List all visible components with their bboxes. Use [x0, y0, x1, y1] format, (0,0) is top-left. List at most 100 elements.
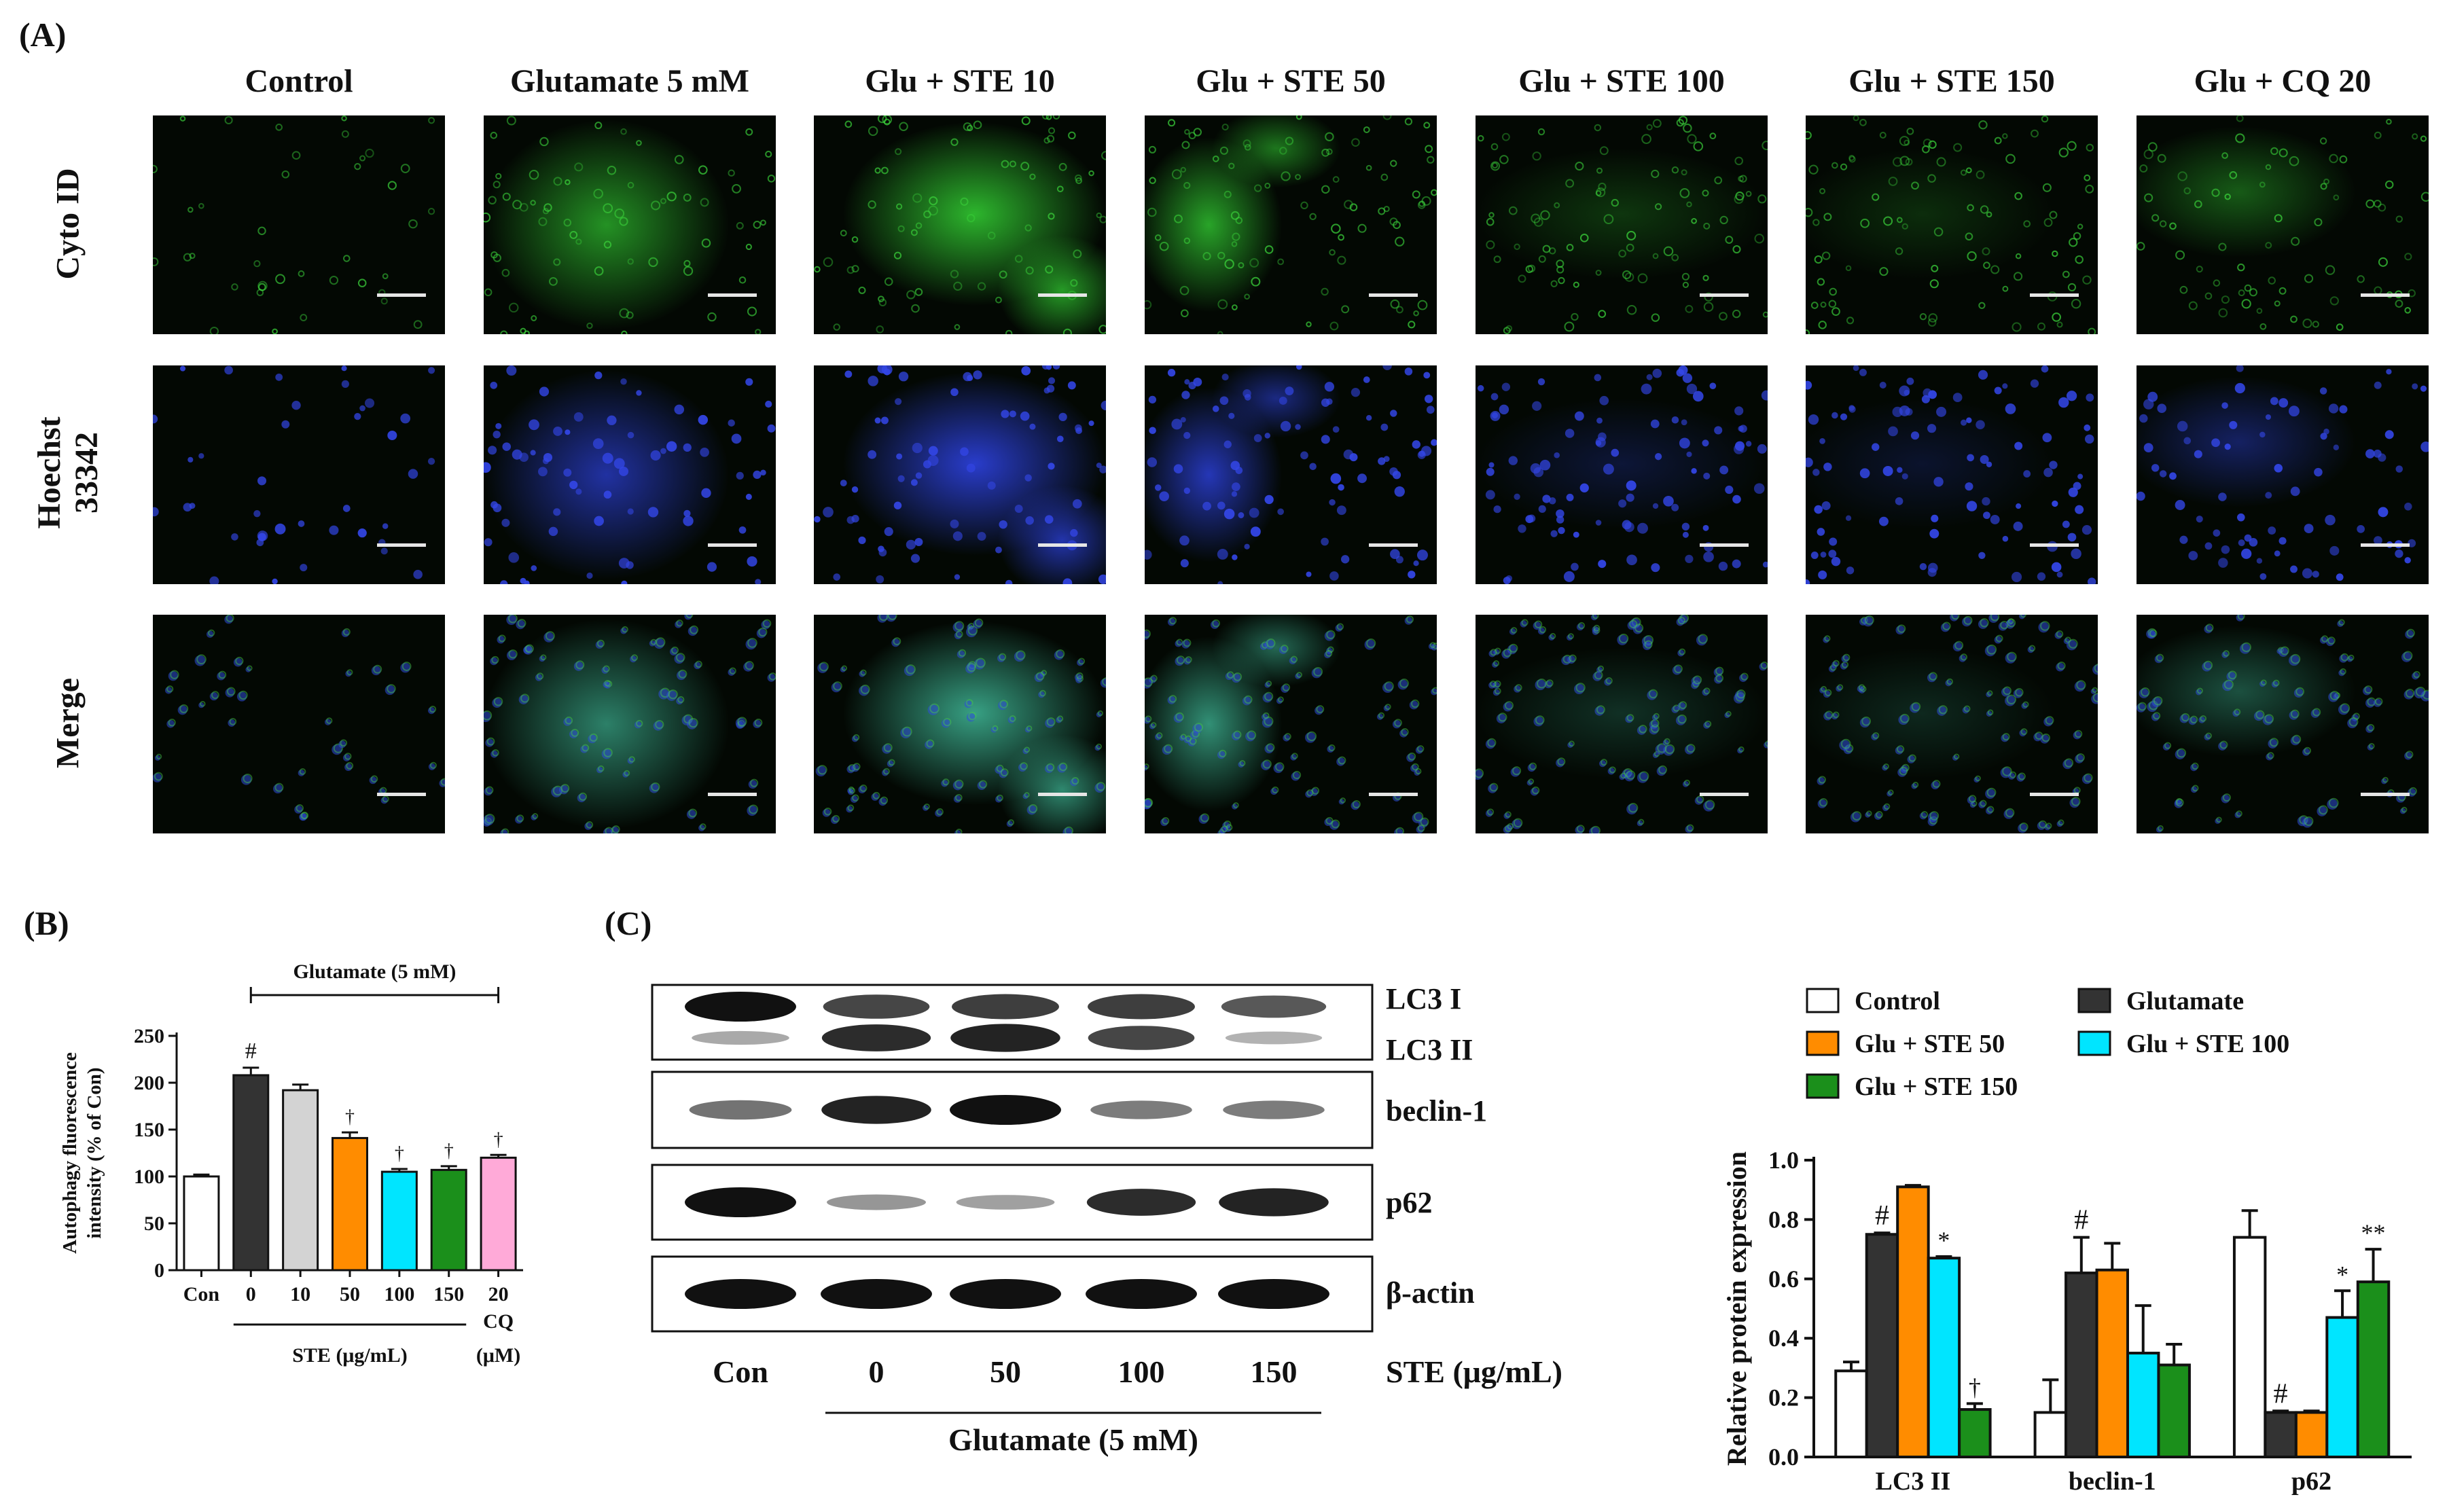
micrograph-tile	[2137, 365, 2429, 584]
nucleus-dot	[1072, 499, 1082, 509]
autophagy-dot	[1879, 132, 1887, 139]
autophagy-dot	[218, 670, 227, 679]
nucleus-dot	[1392, 471, 1401, 480]
scale-bar	[2361, 293, 2410, 297]
nucleus-dot	[2328, 403, 2339, 414]
autophagy-dot	[1476, 768, 1484, 778]
nucleus-dot	[1589, 827, 1600, 833]
nucleus-dot	[1895, 497, 1903, 505]
nucleus-dot	[610, 826, 619, 833]
nucleus-dot	[2159, 470, 2167, 478]
autophagy-dot	[512, 200, 522, 210]
nucleus-dot	[1984, 645, 1996, 657]
nucleus-dot	[2266, 753, 2273, 761]
bar	[2095, 1268, 2129, 1458]
nucleus-dot	[973, 658, 985, 670]
autophagy-dot	[1016, 650, 1026, 660]
autophagy-dot	[1569, 740, 1575, 747]
autophagy-dot	[1987, 690, 1993, 696]
autophagy-dot	[1986, 211, 1992, 218]
nucleus-dot	[1990, 515, 2000, 524]
autophagy-dot	[400, 164, 410, 173]
nucleus-dot	[649, 783, 659, 793]
autophagy-dot	[1233, 672, 1243, 681]
nucleus-dot	[385, 685, 395, 696]
legend-label: Glu + STE 150	[1855, 1073, 2018, 1101]
autophagy-dot	[876, 325, 884, 334]
nucleus-dot	[987, 481, 996, 490]
autophagy-dot	[256, 289, 264, 297]
nucleus-dot	[1024, 727, 1031, 733]
nucleus-dot	[1279, 396, 1287, 405]
nucleus-dot	[1817, 528, 1825, 536]
nucleus-dot	[1952, 642, 1963, 652]
nucleus-dot	[382, 523, 389, 529]
nucleus-dot	[1840, 413, 1848, 420]
autophagy-dot	[2415, 687, 2426, 697]
autophagy-dot	[2085, 184, 2094, 194]
autophagy-dot	[582, 744, 590, 752]
autophagy-dot	[2340, 653, 2349, 662]
nucleus-dot	[153, 773, 162, 782]
autophagy-dot	[340, 739, 348, 747]
nucleus-dot	[1261, 713, 1268, 721]
nucleus-dot	[1566, 493, 1574, 501]
significance-mark: #	[1875, 1200, 1889, 1231]
autophagy-dot	[1960, 653, 1968, 661]
nucleus-dot	[1509, 628, 1516, 635]
autophagy-dot	[1911, 181, 1919, 190]
nucleus-dot	[1879, 516, 1889, 526]
autophagy-dot	[1579, 233, 1589, 242]
autophagy-dot	[1938, 705, 1948, 715]
bar	[282, 1089, 319, 1272]
nucleus-dot	[973, 619, 982, 629]
autophagy-dot	[1715, 674, 1724, 683]
autophagy-dot	[1168, 119, 1176, 127]
scale-bar	[1369, 543, 1418, 547]
autophagy-dot	[154, 772, 163, 781]
nucleus-dot	[1952, 393, 1963, 403]
y-axis-label: Autophagy fluorescence	[59, 1052, 81, 1254]
nucleus-dot	[1145, 765, 1148, 771]
nucleus-dot	[2139, 414, 2148, 423]
autophagy-dot	[1936, 157, 1946, 167]
nucleus-dot	[747, 556, 757, 567]
nucleus-dot	[2333, 444, 2340, 450]
autophagy-dot	[660, 198, 666, 204]
nucleus-dot	[859, 685, 870, 696]
autophagy-dot	[1380, 173, 1389, 181]
autophagy-dot	[1326, 148, 1333, 156]
nucleus-dot	[736, 471, 744, 480]
protein-band	[1218, 1279, 1329, 1309]
nucleus-dot	[1539, 459, 1551, 471]
autophagy-dot	[596, 639, 605, 647]
nucleus-dot	[1181, 391, 1190, 399]
nucleus-dot	[1626, 804, 1637, 815]
nucleus-dot	[1910, 431, 1920, 440]
autophagy-dot	[1075, 177, 1082, 185]
autophagy-dot	[1284, 733, 1291, 740]
autophagy-dot	[1942, 622, 1951, 631]
autophagy-dot	[1412, 190, 1420, 199]
nucleus-dot	[2202, 662, 2212, 672]
nucleus-dot	[596, 766, 603, 774]
autophagy-dot	[1401, 728, 1409, 736]
nucleus-dot	[2373, 536, 2382, 545]
nucleus-dot	[1329, 499, 1336, 506]
nucleus-dot	[1171, 418, 1183, 430]
tile-background	[153, 115, 445, 334]
autophagy-dot	[1550, 632, 1556, 640]
autophagy-dot	[1760, 662, 1768, 670]
nucleus-dot	[1510, 767, 1520, 777]
autophagy-dot	[853, 734, 860, 741]
autophagy-dot	[611, 825, 620, 833]
autophagy-dot	[1052, 115, 1060, 120]
autophagy-dot	[187, 206, 194, 213]
nucleus-dot	[756, 628, 766, 638]
autophagy-dot	[677, 696, 685, 704]
autophagy-dot	[2336, 323, 2344, 331]
autophagy-dot	[2039, 820, 2047, 829]
nucleus-dot	[1651, 563, 1660, 573]
autophagy-dot	[2236, 115, 2244, 122]
autophagy-dot	[1073, 249, 1082, 259]
